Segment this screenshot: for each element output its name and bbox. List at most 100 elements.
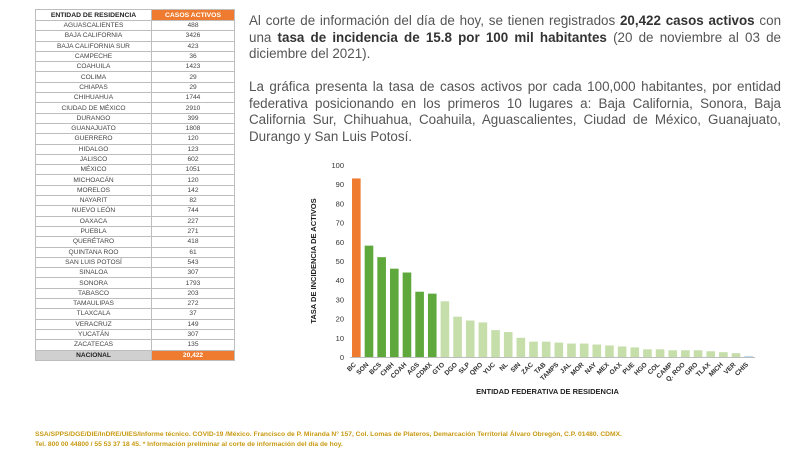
y-tick-label: 20 — [336, 315, 344, 324]
table-row: NUEVO LEÓN 744 — [35, 205, 235, 217]
x-tick-label: MOR — [570, 361, 586, 377]
cases-cell: 1051 — [151, 164, 235, 176]
bar-mich — [719, 352, 728, 357]
cases-cell: 1744 — [151, 92, 235, 104]
table-row: COLIMA 29 — [35, 71, 235, 83]
bar-qroo — [681, 350, 690, 357]
table-row: VERACRUZ 149 — [35, 318, 235, 330]
entity-cell: GUERRERO — [35, 133, 152, 145]
bar-dgo — [453, 316, 462, 357]
x-tick-label: MICH — [708, 361, 725, 378]
table-row: TAMAULIPAS 272 — [35, 298, 235, 310]
x-axis-title: ENTIDAD FEDERATIVA DE RESIDENCIA — [476, 387, 619, 396]
total-cases-cell: 20,422 — [151, 349, 235, 361]
footnote-line-1: SSA/SPPS/DGE/DIE/InDRE/UIES/Informe técn… — [35, 431, 622, 438]
bar-pue — [630, 347, 640, 357]
y-tick-label: 60 — [336, 238, 344, 247]
entity-cell: MICHOACÁN — [35, 174, 152, 186]
entity-cell: DURANGO — [35, 112, 152, 124]
footnote: SSA/SPPS/DGE/DIE/InDRE/UIES/Informe técn… — [35, 430, 805, 449]
summary-text-3: (20 de noviembre al 03 de diciembre del … — [249, 29, 781, 62]
cases-cell: 423 — [151, 40, 235, 52]
bar-chis — [744, 356, 753, 357]
y-tick-label: 90 — [336, 180, 344, 189]
table-row: QUINTANA ROO 61 — [35, 246, 235, 258]
column-header-cases: CASOS ACTIVOS — [151, 9, 235, 21]
table-row: SINALOA 307 — [35, 267, 235, 279]
bar-gro — [693, 350, 703, 357]
entity-cell: QUERÉTARO — [35, 236, 152, 248]
table-row: TABASCO 203 — [35, 287, 235, 300]
bar-mor — [579, 343, 589, 357]
table-row: PUEBLA 271 — [35, 225, 235, 238]
table-row: MICHOACÁN 120 — [35, 174, 235, 186]
x-tick-label: NL — [498, 361, 509, 372]
x-tick-label: HGO — [633, 361, 649, 377]
column-header-entity: ENTIDAD DE RESIDENCIA — [35, 9, 152, 21]
bar-oax — [617, 346, 627, 357]
entity-cell: QUINTANA ROO — [35, 246, 152, 258]
y-tick-label: 10 — [336, 334, 344, 343]
x-tick-label: CHIS — [734, 361, 751, 378]
bar-mex — [605, 345, 614, 357]
table-row: CHIHUAHUA 1744 — [35, 92, 235, 104]
total-entity-cell: NACIONAL — [35, 349, 152, 361]
cases-cell: 203 — [151, 287, 235, 300]
cases-cell: 37 — [151, 308, 235, 320]
summary-paragraph: Al corte de información del día de hoy, … — [249, 13, 781, 63]
table-row: CHIAPAS 29 — [35, 81, 235, 94]
y-tick-label: 40 — [336, 276, 344, 285]
cases-cell: 149 — [151, 318, 235, 330]
cases-cell: 744 — [151, 205, 235, 217]
y-axis-title: TASA DE INCIDENCIA DE ACTIVOS — [309, 198, 318, 323]
entity-cell: MORELOS — [35, 184, 152, 197]
entity-cell: NUEVO LEÓN — [35, 205, 152, 217]
bar-ags — [415, 291, 424, 357]
y-tick-label: 80 — [336, 199, 344, 208]
bar-qro — [478, 322, 488, 357]
entity-cell: TAMAULIPAS — [35, 298, 152, 310]
x-tick-label: DGO — [443, 361, 459, 377]
cases-cell: 2910 — [151, 102, 235, 114]
bar-cdmx — [427, 293, 437, 357]
y-tick-label: 50 — [336, 257, 344, 266]
summary-text-1: Al corte de información del día de hoy, … — [249, 13, 620, 28]
entity-cell: CHIHUAHUA — [35, 92, 152, 104]
cases-cell: 271 — [151, 225, 235, 238]
bar-gto — [440, 301, 450, 357]
entity-cell: CAMPECHE — [35, 50, 152, 63]
cases-cell: 399 — [151, 112, 235, 124]
table-row: BAJA CALIFORNIA 3426 — [35, 30, 235, 42]
bar-camp — [668, 350, 678, 357]
table-row: GUANAJUATO 1808 — [35, 122, 235, 135]
table-row: HIDALGO 123 — [35, 143, 235, 155]
table-row: MORELOS 142 — [35, 184, 235, 197]
cases-cell: 307 — [151, 328, 235, 341]
cases-cell: 123 — [151, 143, 235, 155]
table-row: COAHUILA 1423 — [35, 61, 235, 73]
entity-cell: ZACATECAS — [35, 339, 152, 351]
bar-nay — [592, 344, 602, 357]
table-row: ZACATECAS 135 — [35, 339, 235, 351]
table-row: OAXACA 227 — [35, 215, 235, 227]
table-total-row: NACIONAL 20,422 — [35, 349, 235, 361]
cases-cell: 1808 — [151, 122, 235, 135]
chart-description-paragraph: La gráfica presenta la tasa de casos act… — [249, 79, 781, 144]
entity-cell: MÉXICO — [35, 164, 152, 176]
y-tick-label: 30 — [336, 295, 344, 304]
bar-son — [364, 245, 374, 357]
cases-cell: 543 — [151, 256, 235, 269]
bar-yuc — [491, 330, 500, 357]
cases-cell: 120 — [151, 133, 235, 145]
entity-cell: COLIMA — [35, 71, 152, 83]
entity-cell: TABASCO — [35, 287, 152, 300]
entity-cell: JALISCO — [35, 153, 152, 166]
entity-cell: HIDALGO — [35, 143, 152, 155]
entity-cell: CHIAPAS — [35, 81, 152, 94]
bar-zac — [529, 341, 538, 357]
table-row: AGUASCALIENTES 488 — [35, 19, 235, 32]
y-tick-label: 100 — [331, 161, 344, 170]
table-row: CIUDAD DE MÉXICO 2910 — [35, 102, 235, 114]
bar-bcs — [377, 257, 386, 357]
bar-tamps — [554, 342, 564, 357]
